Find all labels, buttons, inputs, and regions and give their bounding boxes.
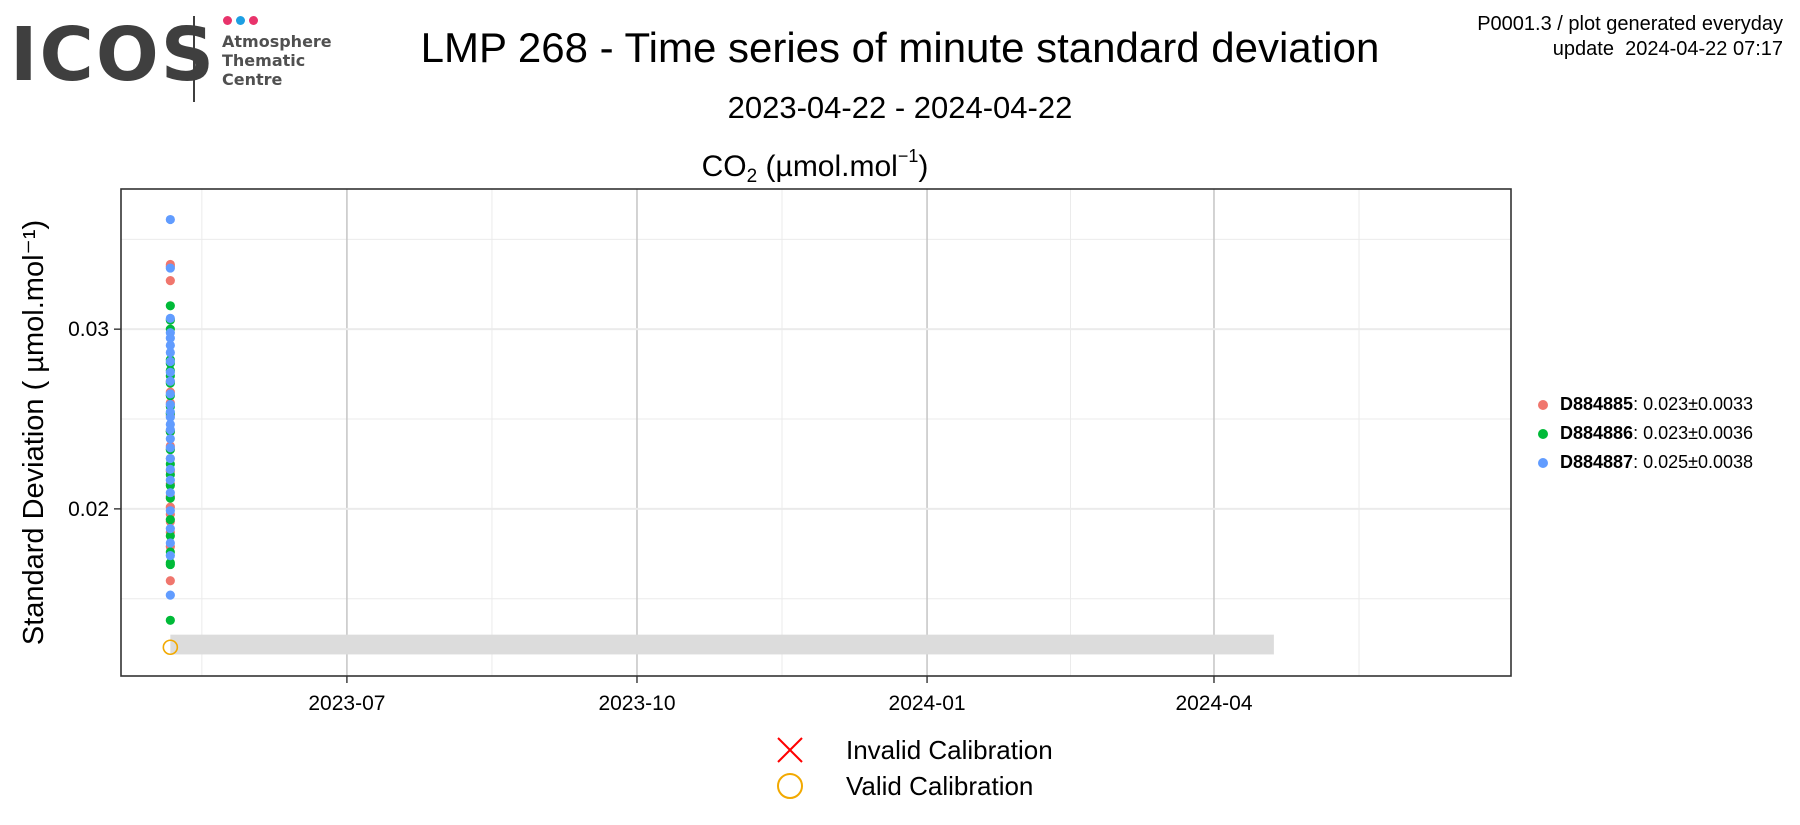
update-timestamp: update 2024-04-22 07:17	[1552, 38, 1783, 60]
data-point-d884887	[165, 488, 175, 498]
data-point-d884887	[165, 453, 175, 464]
cross-icon	[777, 737, 803, 763]
legend-item-invalid-calibration: Invalid Calibration	[770, 732, 1053, 768]
unit-superscript: −1	[897, 146, 919, 166]
data-point-d884887	[165, 524, 175, 534]
data-point-d884887	[165, 443, 175, 453]
data-point-d884887	[165, 347, 175, 358]
legend-series-stats: : 0.023±0.0036	[1633, 423, 1754, 443]
logo-dot	[236, 16, 245, 25]
data-point-d884886	[165, 615, 175, 625]
logo-dot	[249, 16, 258, 25]
logo-dot	[223, 16, 232, 25]
legend-swatch	[1538, 428, 1548, 439]
species-name: CO	[701, 150, 747, 183]
x-tick-label: 2023-07	[308, 692, 385, 715]
data-point-d884887	[165, 376, 175, 386]
data-point-d884887	[165, 412, 175, 422]
page-title: LMP 268 - Time series of minute standard…	[420, 24, 1380, 71]
calibration-band	[170, 634, 1274, 655]
data-points	[165, 214, 175, 625]
legend-series-stats: : 0.025±0.0038	[1633, 452, 1754, 472]
y-tick-label: 0.03	[68, 318, 109, 341]
legend-item-valid-calibration: Valid Calibration	[770, 768, 1053, 804]
icos-atc-logo: ICOS Atmosphere Thematic Centre	[10, 12, 332, 104]
data-point-d884887	[165, 340, 175, 350]
y-tick-label: 0.02	[68, 498, 109, 521]
logo-line: Thematic	[222, 51, 306, 70]
plot-meta: P0001.3 / plot generated everyday update…	[1477, 12, 1783, 62]
data-point-d884887	[165, 590, 175, 600]
valid-calibration-marker	[162, 639, 179, 656]
data-point-d884887	[165, 550, 175, 561]
x-tick-label: 2024-04	[1175, 692, 1252, 715]
invalid-calibration-label: Invalid Calibration	[846, 735, 1053, 765]
data-point-d884885	[165, 276, 175, 286]
legend-series-name: D884887	[1560, 452, 1634, 472]
logo-dots	[223, 16, 258, 25]
calibration-markers	[162, 639, 179, 656]
logo-line: Centre	[222, 70, 283, 89]
data-point-d884887	[165, 356, 175, 367]
series-legend: D884885: 0.023±0.0033 D884886: 0.023±0.0…	[1538, 390, 1753, 477]
major-grid	[121, 189, 1511, 676]
data-point-d884886	[165, 515, 175, 525]
data-point-d884887	[165, 538, 175, 548]
data-point-d884886	[165, 531, 175, 541]
data-point-d884887	[165, 400, 175, 410]
data-point-d884887	[165, 434, 175, 444]
legend-series-name: D884886	[1560, 423, 1634, 443]
calibration-legend: Invalid Calibration Valid Calibration	[770, 732, 1053, 804]
plot-title: CO2 (µmol.mol−1)	[0, 136, 1630, 197]
data-point-d884887	[165, 313, 175, 323]
data-point-d884886	[165, 301, 175, 311]
valid-calibration-label: Valid Calibration	[846, 771, 1034, 801]
logo-line: Atmosphere	[222, 32, 332, 51]
logo-wordmark: ICOS	[10, 12, 217, 98]
data-point-d884887	[165, 475, 175, 485]
data-point-d884886	[165, 559, 175, 570]
data-point-d884887	[165, 425, 175, 435]
y-axis-label: Standard Deviation ( µmol.mol⁻¹)	[18, 220, 50, 645]
date-range-subtitle: 2023-04-22 - 2024-04-22	[727, 90, 1073, 125]
legend-swatch	[1538, 399, 1548, 410]
x-tick-label: 2024-01	[889, 692, 966, 715]
species-subscript: 2	[746, 166, 758, 187]
plot-id-text: P0001.3 / plot generated everyday	[1477, 13, 1783, 35]
x-axis: 2023-07 2023-10 2024-01 2024-04	[308, 676, 1253, 715]
legend-item: D884887: 0.025±0.0038	[1538, 448, 1753, 477]
unit-prefix: (µmol.mol	[757, 150, 898, 183]
legend-item: D884886: 0.023±0.0036	[1538, 419, 1753, 448]
legend-item: D884885: 0.023±0.0033	[1538, 390, 1753, 419]
x-tick-label: 2023-10	[598, 692, 675, 715]
data-point-d884885	[165, 576, 175, 586]
unit-suffix: )	[918, 150, 929, 183]
minor-grid	[121, 189, 1511, 676]
data-point-d884887	[165, 367, 175, 377]
y-axis: 0.02 0.03	[68, 318, 121, 521]
data-point-d884887	[165, 464, 175, 474]
legend-series-stats: : 0.023±0.0033	[1633, 394, 1754, 414]
logo-divider	[193, 16, 195, 102]
circle-icon	[777, 773, 803, 799]
data-point-d884887	[165, 333, 175, 343]
data-point-d884887	[165, 214, 175, 225]
data-point-d884887	[165, 506, 175, 516]
plot-panel-border	[120, 188, 1512, 677]
logo-text: Atmosphere Thematic Centre	[222, 32, 332, 89]
legend-swatch	[1538, 457, 1548, 468]
legend-series-name: D884885	[1560, 394, 1634, 414]
data-point-d884887	[165, 263, 175, 273]
data-point-d884887	[165, 389, 175, 399]
